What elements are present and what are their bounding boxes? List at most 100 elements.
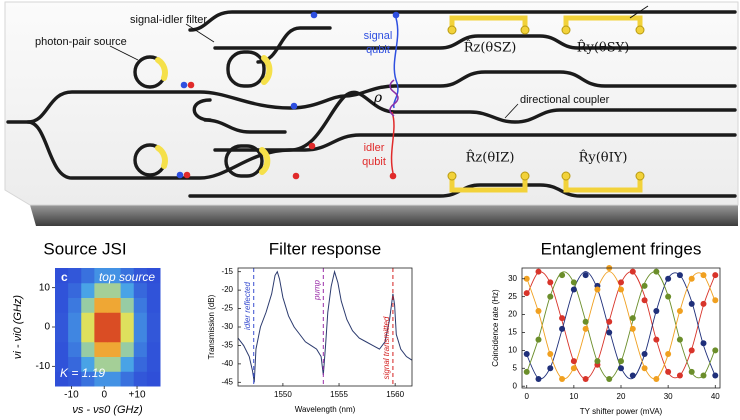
heat-cell bbox=[133, 327, 148, 343]
y-axis-label: νi - νi0 (GHz) bbox=[12, 295, 24, 360]
data-point bbox=[547, 279, 554, 286]
x-tick-label: -10 bbox=[64, 390, 79, 401]
y-tick-label: -35 bbox=[221, 341, 233, 350]
data-point bbox=[629, 315, 636, 322]
diagram-labels: signal-idler filter photon-pair source s… bbox=[35, 14, 629, 168]
heat-cell bbox=[94, 297, 108, 313]
x-tick-label: 10 bbox=[569, 392, 578, 401]
heat-cell bbox=[146, 341, 161, 357]
heat-cell bbox=[146, 327, 161, 343]
y-tick-label: 20 bbox=[508, 310, 517, 319]
data-point bbox=[676, 307, 683, 314]
heat-cell bbox=[55, 297, 69, 313]
heater bbox=[155, 145, 168, 169]
heat-cell bbox=[133, 282, 148, 298]
heat-cell bbox=[81, 312, 95, 328]
x-tick-label: +10 bbox=[129, 390, 146, 401]
data-point bbox=[547, 350, 554, 357]
heat-cell bbox=[55, 371, 69, 387]
label: directional coupler bbox=[520, 94, 610, 106]
heat-cell bbox=[68, 371, 82, 387]
data-point bbox=[535, 268, 542, 275]
chart-title: Source JSI bbox=[43, 239, 126, 258]
heat-cell bbox=[55, 341, 69, 357]
x-tick-label: 1555 bbox=[330, 390, 348, 399]
heat-cell bbox=[120, 341, 135, 357]
data-point bbox=[582, 376, 589, 383]
heat-cell bbox=[68, 297, 82, 313]
heat-cell bbox=[133, 297, 148, 313]
heat-cell bbox=[68, 268, 82, 284]
data-point bbox=[641, 282, 648, 289]
heat-cell bbox=[81, 356, 95, 372]
y-tick-label: -40 bbox=[221, 359, 233, 368]
heat-cell bbox=[55, 282, 69, 298]
y-tick-label: 10 bbox=[39, 282, 51, 293]
data-point bbox=[700, 300, 707, 307]
heat-cell bbox=[68, 327, 82, 343]
heat-cell bbox=[146, 312, 161, 328]
heat-cell bbox=[120, 268, 135, 284]
data-point bbox=[665, 350, 672, 357]
chart-title: Filter response bbox=[269, 239, 381, 258]
x-axis-label: Wavelength (nm) bbox=[295, 405, 356, 414]
heat-cell bbox=[146, 371, 161, 387]
heat-cell bbox=[107, 371, 122, 387]
annotation: c bbox=[61, 270, 68, 284]
x-tick-label: 1550 bbox=[274, 390, 292, 399]
data-point bbox=[712, 297, 719, 304]
heat-cell bbox=[55, 312, 69, 328]
data-point bbox=[618, 365, 624, 372]
data-point bbox=[606, 329, 613, 336]
chip-side bbox=[30, 205, 738, 226]
heat-cell bbox=[81, 282, 95, 298]
heat-cell bbox=[120, 327, 135, 343]
annotation: top source bbox=[99, 270, 155, 284]
data-point bbox=[712, 347, 719, 354]
x-axis-label: TY shifter power (mVA) bbox=[580, 407, 663, 416]
heat-cell bbox=[94, 282, 108, 298]
data-point bbox=[700, 340, 707, 347]
data-point bbox=[570, 286, 577, 293]
heat-cell bbox=[133, 341, 148, 357]
data-point bbox=[547, 365, 554, 372]
data-point bbox=[523, 275, 530, 282]
phase-shifters bbox=[447, 5, 649, 193]
y-tick-label: -30 bbox=[221, 322, 233, 331]
data-point bbox=[523, 350, 530, 357]
data-point bbox=[676, 372, 683, 379]
heat-cell bbox=[94, 371, 108, 387]
data-point bbox=[712, 272, 719, 279]
data-point bbox=[665, 275, 672, 282]
data-point bbox=[606, 318, 613, 325]
data-point bbox=[570, 365, 577, 372]
y-tick-label: 15 bbox=[508, 328, 517, 337]
data-point bbox=[559, 376, 566, 383]
data-point bbox=[523, 290, 530, 297]
heat-cell bbox=[94, 341, 108, 357]
data-point bbox=[618, 286, 624, 293]
heat-cell bbox=[107, 282, 122, 298]
label: idler bbox=[364, 142, 385, 154]
heat-cell bbox=[133, 268, 148, 284]
data-point bbox=[700, 272, 707, 279]
leader bbox=[109, 45, 139, 61]
y-axis-label: Transmission (dB) bbox=[207, 294, 216, 359]
y-tick-label: -25 bbox=[221, 304, 233, 313]
data-point bbox=[582, 318, 589, 325]
data-point bbox=[535, 307, 542, 314]
heat-cell bbox=[120, 371, 135, 387]
heater bbox=[155, 57, 168, 81]
heat-cell bbox=[81, 268, 95, 284]
heat-cell bbox=[133, 356, 148, 372]
data-point bbox=[523, 368, 530, 375]
heat-cell bbox=[81, 327, 95, 343]
x-tick-label: 30 bbox=[664, 392, 673, 401]
data-point bbox=[570, 279, 577, 286]
data-point bbox=[629, 372, 636, 379]
data-point bbox=[688, 300, 695, 307]
data-point bbox=[665, 293, 672, 300]
heat-cell bbox=[55, 268, 69, 284]
heat-cell bbox=[146, 297, 161, 313]
chart-title: Entanglement fringes bbox=[541, 239, 702, 258]
